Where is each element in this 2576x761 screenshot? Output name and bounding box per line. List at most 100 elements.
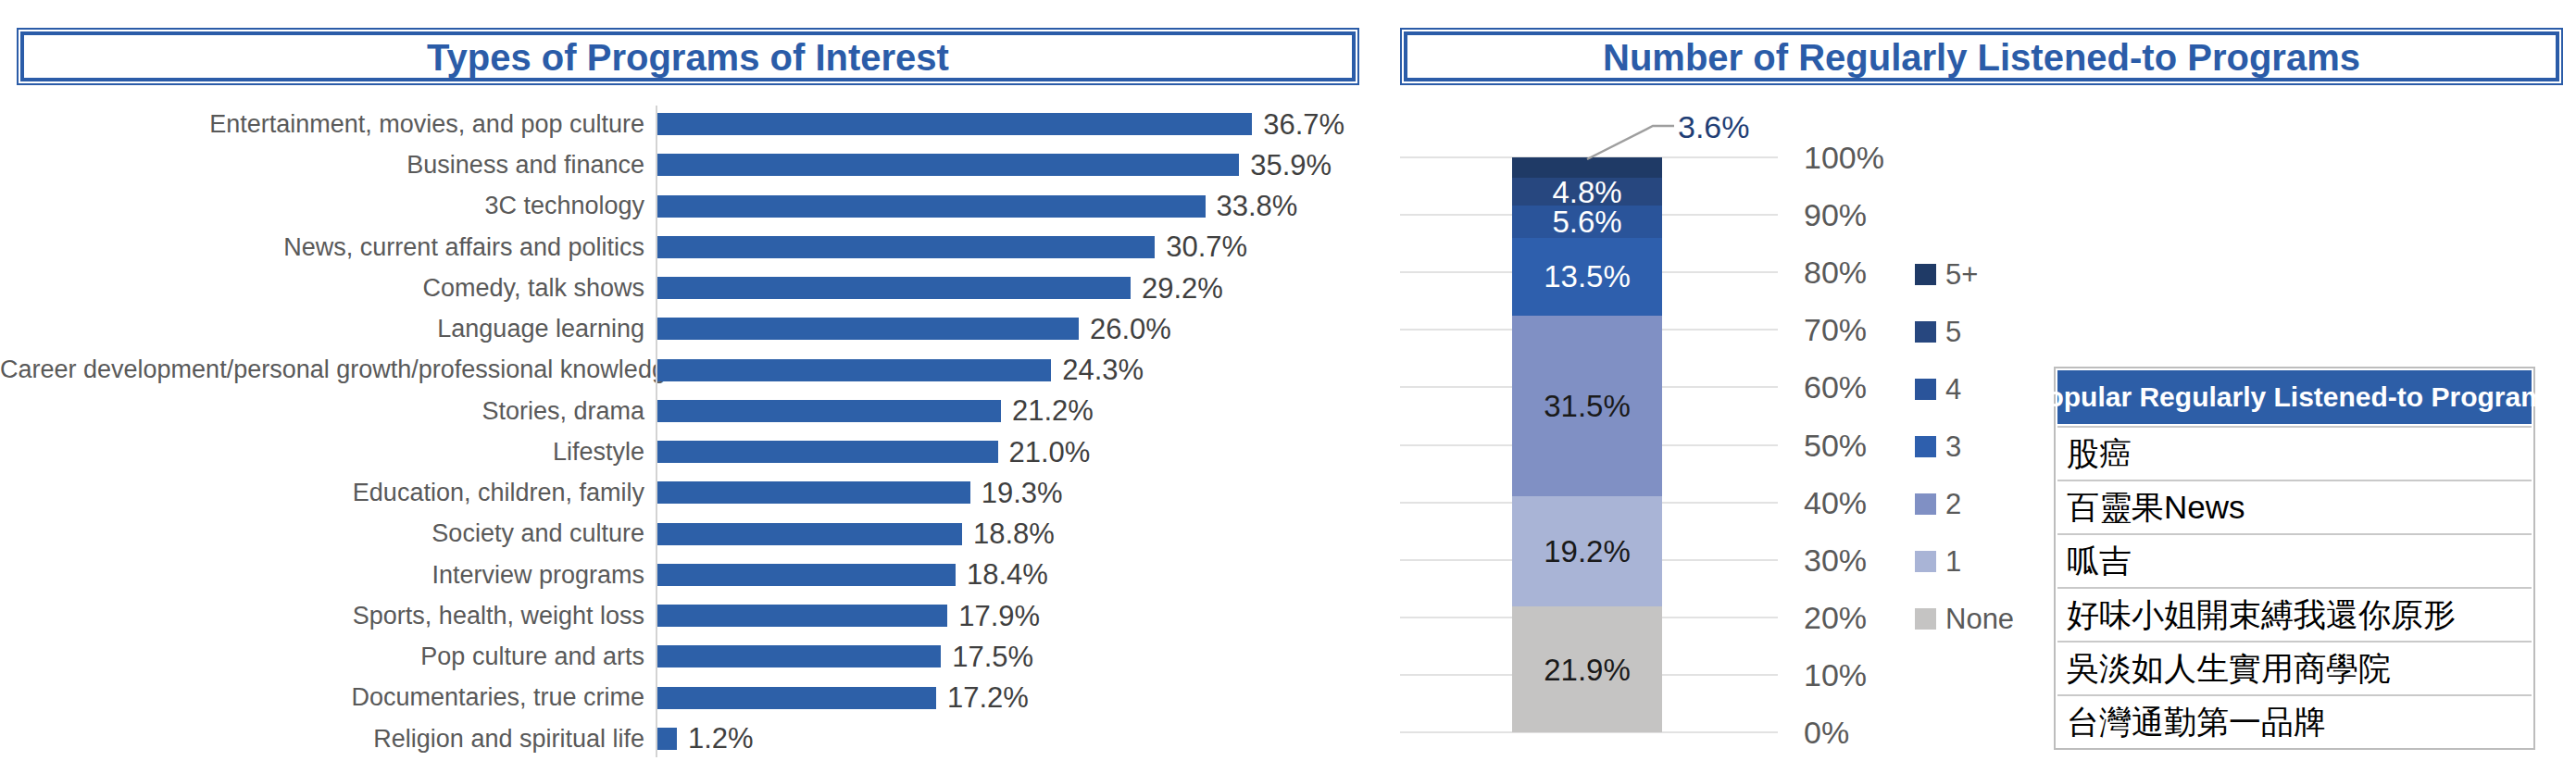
popular-programs-table-body: 股癌百靈果News呱吉好味小姐開束縛我還你原形吳淡如人生實用商學院台灣通勤第一品… (2056, 426, 2533, 748)
category-label: 3C technology (0, 193, 657, 218)
bar-track: 26.0% (657, 308, 1361, 349)
bar-value-label: 17.2% (947, 683, 1029, 712)
bar-track: 36.7% (657, 104, 1361, 144)
legend-swatch (1915, 321, 1936, 343)
category-label: Lifestyle (0, 439, 657, 465)
category-label: Entertainment, movies, and pop culture (0, 111, 657, 137)
segment-value-label: 4.8% (1552, 177, 1621, 207)
left-panel-title: Types of Programs of Interest (427, 37, 949, 76)
bar-value-label: 24.3% (1062, 356, 1144, 384)
category-label: Sports, health, weight loss (0, 603, 657, 629)
category-label: Religion and spiritual life (0, 726, 657, 752)
bar-value-label: 18.8% (973, 519, 1055, 548)
y-tick-label: 20% (1804, 602, 1867, 633)
bar (657, 605, 947, 627)
bar-track: 35.9% (657, 144, 1361, 185)
bar (657, 728, 677, 750)
popular-programs-table: Popular Regularly Listened-to Programs 股… (2054, 367, 2535, 750)
category-label: Documentaries, true crime (0, 684, 657, 710)
bar (657, 400, 1001, 422)
bar (657, 481, 970, 504)
segment-value-label: 5.6% (1552, 206, 1621, 237)
category-label: Stories, drama (0, 398, 657, 424)
bar (657, 564, 956, 586)
bar (657, 645, 941, 667)
y-tick-label: 10% (1804, 659, 1867, 691)
legend-swatch (1915, 551, 1936, 572)
bar-value-label: 1.2% (688, 724, 754, 753)
regularly-listened-stacked-chart: 4.8%5.6%13.5%31.5%19.2%21.9% (1400, 157, 1778, 732)
stacked-chart-legend: 5+ 5 4 3 2 1 None (1915, 245, 2014, 647)
legend-item-4: 4 (1915, 360, 2014, 418)
bar-value-label: 19.3% (982, 479, 1063, 507)
bar (657, 441, 998, 463)
legend-label: 5+ (1945, 260, 1978, 289)
segment-value-label: 21.9% (1544, 655, 1631, 685)
popular-program-row: 吳淡如人生實用商學院 (2057, 641, 2532, 694)
bar-row: Sports, health, weight loss 17.9% (0, 595, 1361, 636)
y-tick-label: 90% (1804, 199, 1867, 231)
bar (657, 687, 936, 709)
legend-label: 1 (1945, 547, 1961, 576)
legend-item-3: 3 (1915, 418, 2014, 475)
legend-item-5plus: 5+ (1915, 245, 2014, 303)
y-tick-label: 40% (1804, 487, 1867, 518)
popular-program-row: 股癌 (2057, 426, 2532, 480)
bar-track: 21.2% (657, 391, 1361, 431)
bar-track: 17.2% (657, 678, 1361, 718)
legend-swatch (1915, 436, 1936, 457)
bar (657, 359, 1051, 381)
bar-row: Pop culture and arts 17.5% (0, 636, 1361, 677)
legend-label: 3 (1945, 432, 1961, 461)
category-label: Interview programs (0, 562, 657, 588)
bar-row: Education, children, family 19.3% (0, 472, 1361, 513)
category-label: Business and finance (0, 152, 657, 178)
bar-value-label: 30.7% (1166, 232, 1247, 261)
stack-segment-none: 21.9% (1512, 606, 1662, 732)
bar-track: 1.2% (657, 718, 1361, 759)
popular-program-row: 呱吉 (2057, 533, 2532, 587)
bar-value-label: 17.5% (952, 642, 1033, 671)
bar-row: Business and finance35.9% (0, 144, 1361, 185)
programs-of-interest-bar-chart: Entertainment, movies, and pop culture36… (0, 104, 1361, 759)
y-tick-label: 30% (1804, 544, 1867, 576)
legend-label: 4 (1945, 375, 1961, 404)
y-tick-label: 70% (1804, 314, 1867, 345)
legend-item-none: None (1915, 590, 2014, 647)
category-label: Pop culture and arts (0, 643, 657, 669)
bar-track: 18.8% (657, 514, 1361, 555)
bar-value-label: 26.0% (1090, 315, 1171, 343)
bar-track: 17.9% (657, 595, 1361, 636)
left-chart-axis-line (656, 106, 657, 757)
stack-segment-3: 13.5% (1512, 238, 1662, 316)
popular-program-row: 好味小姐開束縛我還你原形 (2057, 587, 2532, 641)
y-tick-label: 80% (1804, 256, 1867, 288)
bar-track: 18.4% (657, 555, 1361, 595)
bar-value-label: 21.2% (1012, 396, 1094, 425)
bar-row: Stories, drama 21.2% (0, 391, 1361, 431)
legend-label: 2 (1945, 490, 1961, 518)
bar-track: 24.3% (657, 350, 1361, 391)
popular-program-row: 台灣通勤第一品牌 (2057, 694, 2532, 748)
category-label: Society and culture (0, 520, 657, 546)
stack-segment-4: 5.6% (1512, 206, 1662, 238)
popular-programs-table-header: Popular Regularly Listened-to Programs (2057, 370, 2532, 424)
bar-row: Lifestyle21.0% (0, 431, 1361, 472)
legend-label: 5 (1945, 318, 1961, 346)
y-tick-label: 50% (1804, 430, 1867, 461)
bar-value-label: 17.9% (958, 602, 1040, 630)
legend-item-5: 5 (1915, 303, 2014, 360)
left-panel-title-box: Types of Programs of Interest (17, 28, 1359, 85)
bar-value-label: 18.4% (967, 560, 1048, 589)
bar-track: 29.2% (657, 268, 1361, 308)
y-axis-labels: 100%90%80%70%60%50%40%30%20%10%0% (1804, 157, 1915, 732)
segment-value-label: 31.5% (1544, 391, 1631, 421)
legend-swatch (1915, 379, 1936, 400)
category-label: Education, children, family (0, 480, 657, 505)
bar-value-label: 33.8% (1217, 192, 1298, 220)
bar-value-label: 29.2% (1142, 274, 1223, 303)
bar-track: 33.8% (657, 186, 1361, 227)
category-label: Comedy, talk shows (0, 275, 657, 301)
bar-row: Comedy, talk shows 29.2% (0, 268, 1361, 308)
category-label: Language learning (0, 316, 657, 342)
